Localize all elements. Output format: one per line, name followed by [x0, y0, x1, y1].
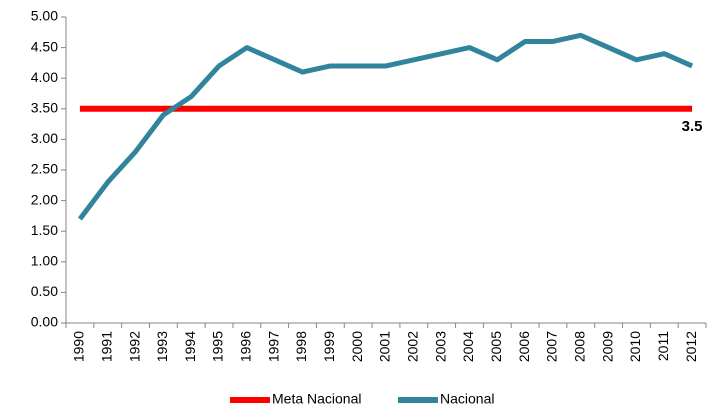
y-tick-label: 0.50 [31, 283, 58, 299]
x-tick-label: 2003 [432, 331, 448, 362]
y-tick-label: 1.50 [31, 222, 58, 238]
x-tick-label: 1996 [238, 331, 254, 362]
x-tick-label: 2007 [544, 331, 560, 362]
y-tick-label: 1.00 [31, 253, 58, 269]
y-tick-label: 0.00 [31, 314, 58, 330]
y-tick-label: 5.00 [31, 8, 58, 24]
x-tick-label: 1992 [126, 331, 142, 362]
legend-label: Meta Nacional [272, 391, 362, 407]
x-tick-label: 2008 [571, 331, 587, 362]
y-tick-label: 4.00 [31, 69, 58, 85]
x-tick-label: 2000 [349, 331, 365, 362]
y-tick-label: 3.50 [31, 100, 58, 116]
data-label: 3.5 [682, 118, 703, 135]
x-tick-label: 1991 [98, 331, 114, 362]
x-tick-label: 1998 [293, 331, 309, 362]
y-tick-label: 3.00 [31, 130, 58, 146]
x-tick-label: 2006 [516, 331, 532, 362]
x-tick-label: 2011 [655, 331, 671, 361]
y-tick-label: 2.00 [31, 191, 58, 207]
x-tick-label: 2002 [405, 331, 421, 362]
y-tick-label: 4.50 [31, 38, 58, 54]
line-series [77, 32, 694, 221]
x-tick-label: 1999 [321, 331, 337, 362]
x-tick-label: 1993 [154, 331, 170, 362]
x-tick-label: 2004 [460, 331, 476, 362]
legend-label: Nacional [440, 391, 494, 407]
x-tick-label: 2005 [488, 331, 504, 362]
x-tick-label: 1997 [265, 331, 281, 362]
x-tick-label: 1990 [71, 331, 87, 362]
x-tick-label: 2001 [377, 331, 393, 362]
x-tick-label: 2010 [627, 331, 643, 362]
x-tick-label: 2009 [599, 331, 615, 362]
x-tick-label: 1994 [182, 331, 198, 362]
x-tick-label: 2012 [683, 331, 699, 362]
y-tick-label: 2.50 [31, 161, 58, 177]
x-tick-label: 1995 [210, 331, 226, 362]
